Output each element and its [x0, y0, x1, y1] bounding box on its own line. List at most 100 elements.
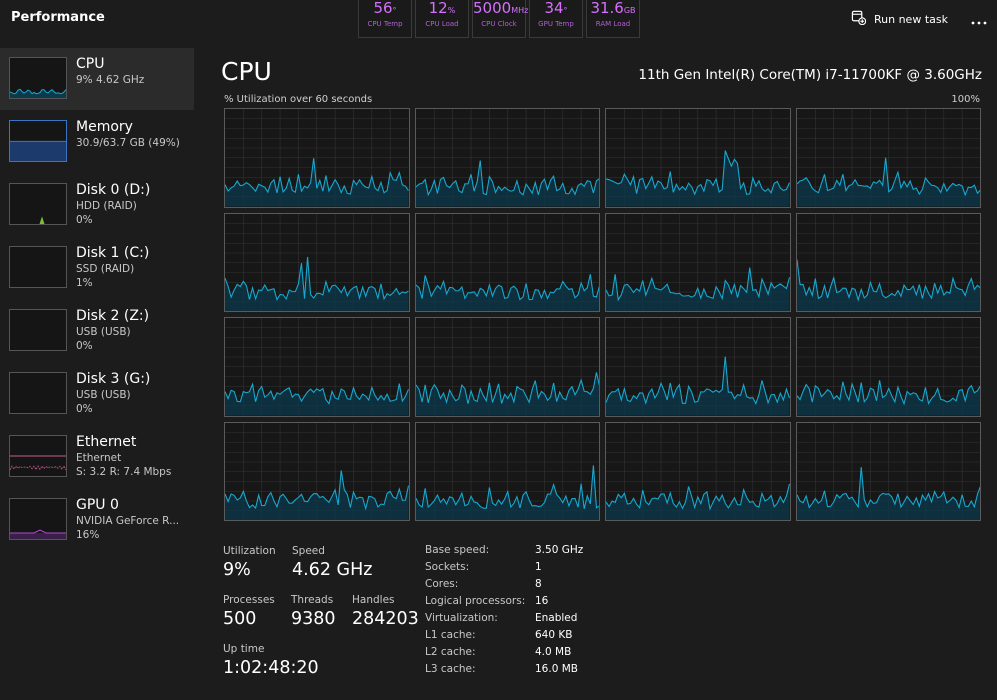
- sidebar-item-detail: USB (USB): [76, 326, 131, 338]
- sidebar-item-name: Disk 2 (Z:): [76, 308, 150, 324]
- run-task-icon: [851, 10, 867, 28]
- cpu-core-graph: [414, 108, 600, 208]
- sidebar-thumbnail-graph: [9, 372, 67, 414]
- utilization-value: 9%: [223, 560, 251, 580]
- spec-value: 8: [535, 578, 542, 590]
- spec-value: 640 KB: [535, 629, 573, 641]
- cpu-core-graph: [605, 212, 791, 312]
- sidebar-item-detail: SSD (RAID): [76, 263, 135, 275]
- stat-threads: Threads 9380: [291, 593, 336, 631]
- sidebar-item-detail: HDD (RAID): [76, 200, 137, 212]
- stat-cpu-temp: 56° CPU Temp: [358, 0, 412, 38]
- spec-key: Logical processors:: [425, 595, 526, 607]
- stat-label: CPU Load: [425, 20, 459, 28]
- cpu-core-graph: [605, 317, 791, 417]
- sidebar-item-usage: 0%: [76, 340, 93, 352]
- sidebar-item-text: Disk 2 (Z:) USB (USB) 0%: [76, 308, 192, 353]
- spec-row: Cores: 8: [425, 578, 625, 595]
- sidebar-item-text: GPU 0 NVIDIA GeForce R... 16%: [76, 497, 192, 542]
- stat-cpu-clock: 5000MHz CPU Clock: [472, 0, 529, 38]
- max-percent-label: 100%: [951, 94, 980, 105]
- sidebar-item-ethernet[interactable]: Ethernet Ethernet S: 3.2 R: 7.4 Mbps: [0, 426, 194, 488]
- sidebar-item-gpu-0[interactable]: GPU 0 NVIDIA GeForce R... 16%: [0, 489, 194, 551]
- stat-gpu-temp: 34° GPU Temp: [529, 0, 583, 38]
- cpu-specs: Base speed: 3.50 GHz Sockets: 1 Cores: 8 Logic…: [425, 544, 625, 680]
- sidebar-item-detail: NVIDIA GeForce R...: [76, 515, 180, 527]
- handles-value: 284203: [352, 609, 419, 629]
- sidebar-item-usage: 1%: [76, 277, 93, 289]
- cpu-core-graph: [224, 212, 410, 312]
- handles-label: Handles: [352, 594, 395, 606]
- sidebar-item-name: CPU: [76, 56, 105, 72]
- stat-speed: Speed 4.62 GHz: [292, 544, 372, 582]
- sidebar-item-usage: 0%: [76, 214, 93, 226]
- utilization-axis-label: % Utilization over 60 seconds: [224, 94, 373, 105]
- sidebar-item-detail: Ethernet: [76, 452, 122, 464]
- spec-key: L2 cache:: [425, 646, 476, 658]
- speed-value: 4.62 GHz: [292, 560, 373, 580]
- sidebar-item-disk-1-c[interactable]: Disk 1 (C:) SSD (RAID) 1%: [0, 237, 194, 299]
- cpu-core-graph: [795, 421, 981, 521]
- more-options-button[interactable]: [968, 8, 990, 30]
- spec-value: Enabled: [535, 612, 578, 624]
- stat-utilization: Utilization 9%: [223, 544, 276, 582]
- speed-label: Speed: [292, 545, 325, 557]
- cpu-core-graph: [605, 421, 791, 521]
- app-title: Performance: [11, 10, 105, 25]
- cpu-core-graph: [414, 421, 600, 521]
- spec-key: Cores:: [425, 578, 459, 590]
- sidebar-thumbnail-graph: [9, 246, 67, 288]
- utilization-label: Utilization: [223, 545, 276, 557]
- spec-value: 4.0 MB: [535, 646, 572, 658]
- spec-row: Sockets: 1: [425, 561, 625, 578]
- cpu-core-graph: [224, 108, 410, 208]
- sidebar-item-cpu[interactable]: CPU 9% 4.62 GHz: [0, 48, 194, 110]
- uptime-value: 1:02:48:20: [223, 658, 319, 678]
- sidebar-item-memory[interactable]: Memory 30.9/63.7 GB (49%): [0, 111, 194, 173]
- spec-row: L1 cache: 640 KB: [425, 629, 625, 646]
- sidebar-item-name: Disk 3 (G:): [76, 371, 151, 387]
- processes-value: 500: [223, 609, 257, 629]
- header-bar: Performance 56° CPU Temp 12% CPU Load 50…: [0, 0, 997, 38]
- sidebar-item-text: Disk 0 (D:) HDD (RAID) 0%: [76, 182, 192, 227]
- spec-value: 1: [535, 561, 542, 573]
- spec-value: 3.50 GHz: [535, 544, 584, 556]
- threads-value: 9380: [291, 609, 336, 629]
- stats-strip: 56° CPU Temp 12% CPU Load 5000MHz CPU Cl…: [358, 0, 640, 38]
- sidebar-item-disk-2-z[interactable]: Disk 2 (Z:) USB (USB) 0%: [0, 300, 194, 362]
- run-new-task-button[interactable]: Run new task: [851, 8, 948, 30]
- spec-key: Sockets:: [425, 561, 470, 573]
- sidebar-thumbnail-graph: [9, 57, 67, 99]
- sidebar-thumbnail-graph: [9, 183, 67, 225]
- stat-uptime: Up time 1:02:48:20: [223, 642, 319, 680]
- sidebar-item-disk-0-d[interactable]: Disk 0 (D:) HDD (RAID) 0%: [0, 174, 194, 236]
- sidebar-item-name: GPU 0: [76, 497, 119, 513]
- sidebar-item-detail: USB (USB): [76, 389, 131, 401]
- sidebar-thumbnail-graph: [9, 498, 67, 540]
- sidebar-item-usage: 16%: [76, 529, 100, 541]
- sidebar-item-name: Disk 1 (C:): [76, 245, 150, 261]
- stat-value: 56°: [373, 0, 397, 17]
- stat-value: 34°: [544, 0, 568, 17]
- stat-label: CPU Temp: [367, 20, 403, 28]
- sidebar-item-text: CPU 9% 4.62 GHz: [76, 56, 192, 87]
- stat-value: 5000MHz: [473, 0, 529, 17]
- spec-value: 16: [535, 595, 549, 607]
- cpu-core-graph: [795, 317, 981, 417]
- stat-label: GPU Temp: [538, 20, 574, 28]
- sidebar-item-disk-3-g[interactable]: Disk 3 (G:) USB (USB) 0%: [0, 363, 194, 425]
- spec-value: 16.0 MB: [535, 663, 578, 675]
- spec-key: L3 cache:: [425, 663, 476, 675]
- sidebar-item-text: Ethernet Ethernet S: 3.2 R: 7.4 Mbps: [76, 434, 192, 479]
- spec-row: L3 cache: 16.0 MB: [425, 663, 625, 680]
- sidebar-item-name: Disk 0 (D:): [76, 182, 151, 198]
- uptime-label: Up time: [223, 643, 265, 655]
- logical-processor-graphs: [224, 108, 981, 521]
- run-task-label: Run new task: [874, 12, 948, 26]
- stat-value: 31.6GB: [590, 0, 636, 17]
- spec-row: L2 cache: 4.0 MB: [425, 646, 625, 663]
- stat-cpu-load: 12% CPU Load: [415, 0, 469, 38]
- stat-label: RAM Load: [595, 20, 631, 28]
- cpu-core-graph: [224, 421, 410, 521]
- sidebar-item-name: Ethernet: [76, 434, 137, 450]
